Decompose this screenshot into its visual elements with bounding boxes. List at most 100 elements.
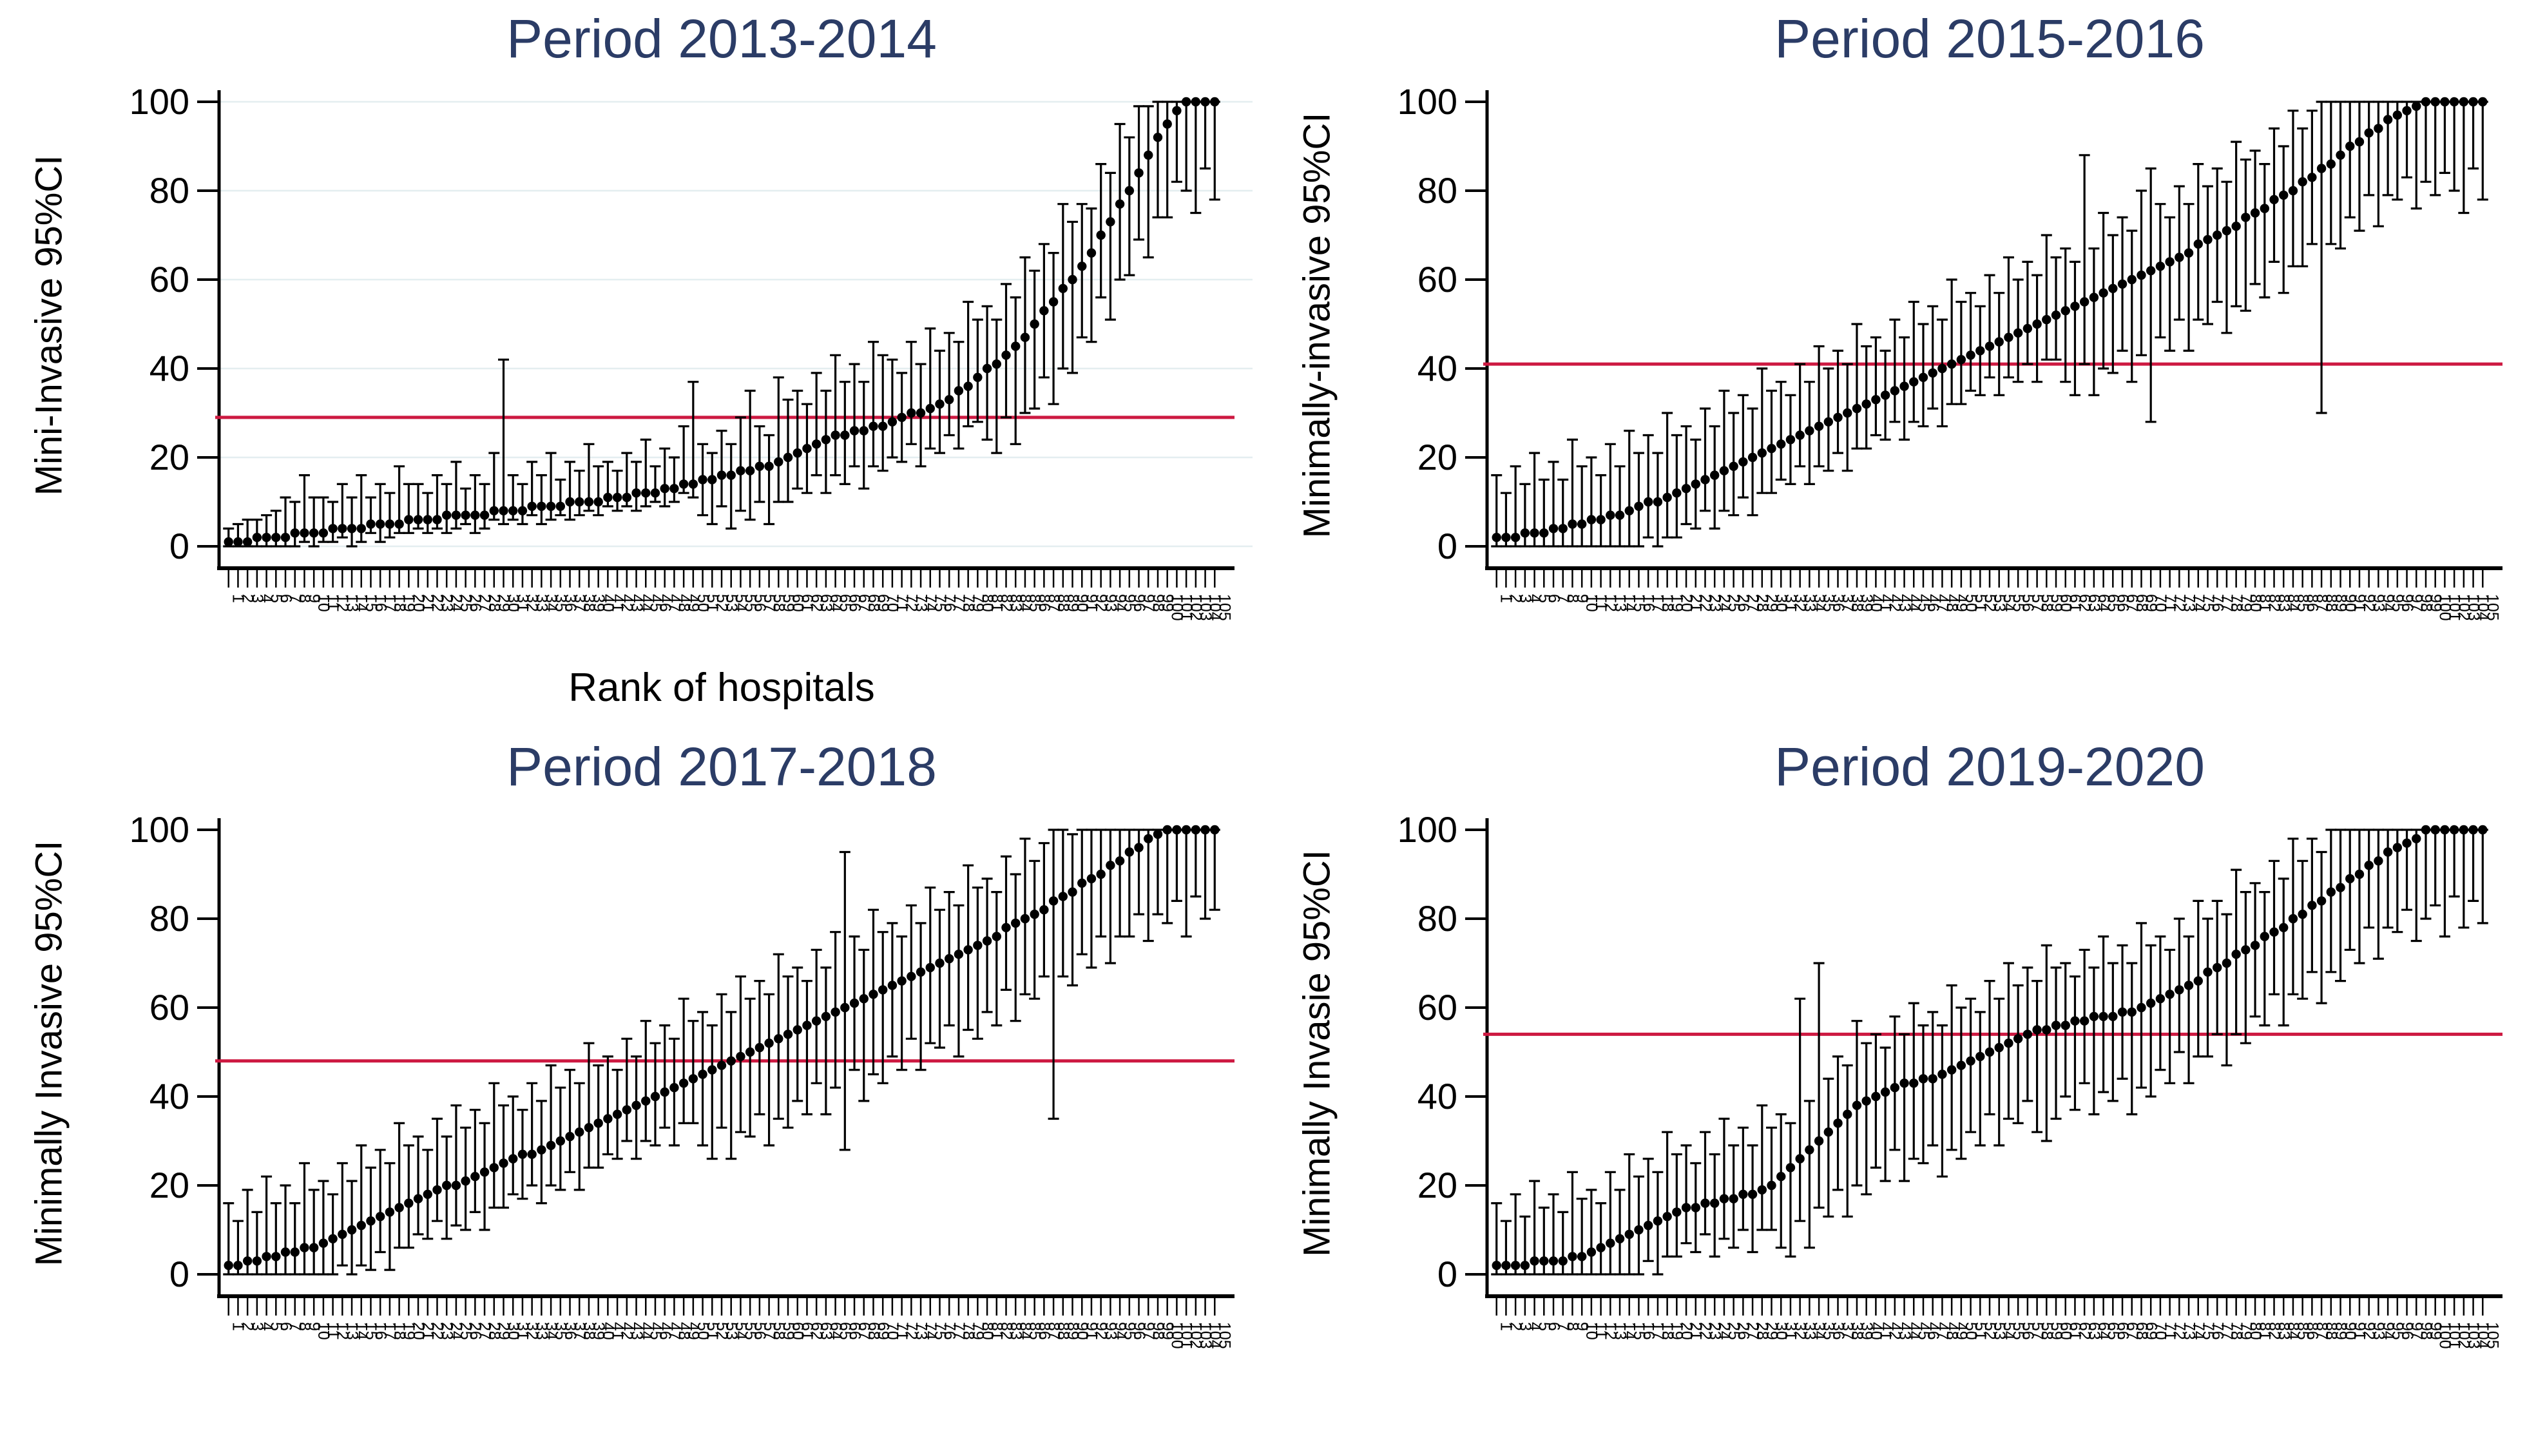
svg-text:22: 22 [428,1322,447,1340]
svg-text:20: 20 [1417,1165,1457,1205]
svg-text:21: 21 [1687,1322,1705,1340]
svg-text:35: 35 [552,1322,570,1340]
svg-text:95: 95 [2388,594,2406,612]
svg-text:79: 79 [969,594,987,612]
svg-text:4: 4 [258,1322,276,1331]
svg-text:52: 52 [713,1322,731,1340]
svg-text:77: 77 [2218,1322,2236,1340]
svg-text:6: 6 [1544,594,1562,603]
svg-text:70: 70 [2151,594,2169,612]
svg-text:82: 82 [2265,594,2283,612]
svg-text:66: 66 [845,594,863,612]
svg-text:32: 32 [523,1322,541,1340]
svg-text:4: 4 [1526,594,1544,603]
svg-text:69: 69 [2142,1322,2160,1340]
svg-text:40: 40 [599,594,617,612]
svg-text:79: 79 [969,1322,987,1340]
svg-text:102: 102 [1187,1322,1205,1349]
svg-text:55: 55 [2009,594,2027,612]
svg-text:100: 100 [1168,594,1186,621]
panel-title: Period 2017-2018 [506,736,937,797]
svg-text:11: 11 [1592,1322,1610,1339]
svg-text:74: 74 [921,594,939,612]
svg-text:24: 24 [447,1322,465,1340]
svg-text:85: 85 [2294,594,2312,612]
svg-text:100: 100 [2436,594,2454,621]
svg-text:40: 40 [1417,348,1457,388]
svg-text:15: 15 [1630,594,1648,612]
svg-text:51: 51 [704,1322,722,1340]
svg-text:78: 78 [2227,594,2245,612]
svg-text:11: 11 [324,1322,342,1339]
svg-text:55: 55 [741,594,759,612]
svg-text:103: 103 [1196,1322,1215,1349]
svg-text:31: 31 [1782,1322,1800,1340]
svg-text:32: 32 [1791,1322,1809,1340]
svg-text:49: 49 [684,1322,702,1340]
svg-text:75: 75 [931,594,949,612]
svg-text:97: 97 [2408,1322,2426,1340]
svg-text:71: 71 [893,594,911,612]
svg-text:10: 10 [1582,594,1600,612]
svg-text:73: 73 [912,1322,930,1340]
svg-text:60: 60 [2057,594,2075,612]
svg-text:60: 60 [149,259,189,300]
svg-text:48: 48 [1943,1322,1961,1340]
svg-text:63: 63 [2085,594,2103,612]
svg-text:50: 50 [694,1322,712,1340]
svg-text:62: 62 [807,594,825,612]
svg-text:41: 41 [1876,1322,1894,1340]
svg-text:47: 47 [1934,1322,1952,1340]
svg-text:67: 67 [2123,594,2141,612]
svg-text:26: 26 [466,594,485,612]
svg-text:26: 26 [466,1322,485,1340]
svg-text:9: 9 [305,594,323,603]
svg-text:47: 47 [1934,594,1952,612]
svg-text:104: 104 [2474,594,2492,621]
svg-text:105: 105 [1215,1322,1233,1349]
svg-text:42: 42 [1886,594,1904,612]
svg-text:80: 80 [149,898,189,939]
svg-text:80: 80 [978,1322,996,1340]
svg-text:59: 59 [779,594,797,612]
svg-text:39: 39 [590,594,608,612]
svg-text:75: 75 [2199,594,2217,612]
svg-text:99: 99 [2426,594,2445,612]
svg-text:94: 94 [1111,1322,1129,1340]
svg-text:83: 83 [1007,1322,1025,1340]
svg-text:73: 73 [912,594,930,612]
svg-text:54: 54 [2000,1322,2018,1340]
svg-text:3: 3 [248,594,266,603]
svg-text:63: 63 [2085,1322,2103,1340]
svg-text:72: 72 [2171,594,2189,612]
svg-text:76: 76 [2208,1322,2226,1340]
svg-text:72: 72 [903,594,921,612]
svg-text:86: 86 [2303,1322,2321,1340]
svg-text:76: 76 [2208,594,2226,612]
svg-text:92: 92 [2360,1322,2378,1340]
svg-text:64: 64 [827,594,845,612]
svg-text:0: 0 [169,1254,189,1294]
svg-text:93: 93 [2370,1322,2388,1340]
svg-text:24: 24 [447,594,465,612]
svg-text:17: 17 [1649,1322,1667,1340]
svg-text:90: 90 [1073,594,1091,612]
svg-text:35: 35 [1820,1322,1838,1340]
svg-text:77: 77 [950,1322,968,1340]
svg-text:90: 90 [2341,1322,2359,1340]
svg-text:3: 3 [1516,1322,1534,1331]
svg-text:90: 90 [1073,1322,1091,1340]
svg-text:83: 83 [1007,594,1025,612]
svg-text:51: 51 [704,594,722,612]
svg-text:2: 2 [1506,594,1524,603]
svg-text:28: 28 [1753,1322,1771,1340]
svg-text:69: 69 [874,1322,892,1340]
svg-text:57: 57 [2028,594,2046,612]
svg-text:16: 16 [1639,1322,1657,1340]
svg-text:74: 74 [921,1322,939,1340]
svg-text:76: 76 [940,594,958,612]
svg-text:39: 39 [1858,1322,1876,1340]
svg-text:20: 20 [149,1165,189,1205]
svg-text:91: 91 [2350,594,2368,612]
svg-text:64: 64 [827,1322,845,1340]
